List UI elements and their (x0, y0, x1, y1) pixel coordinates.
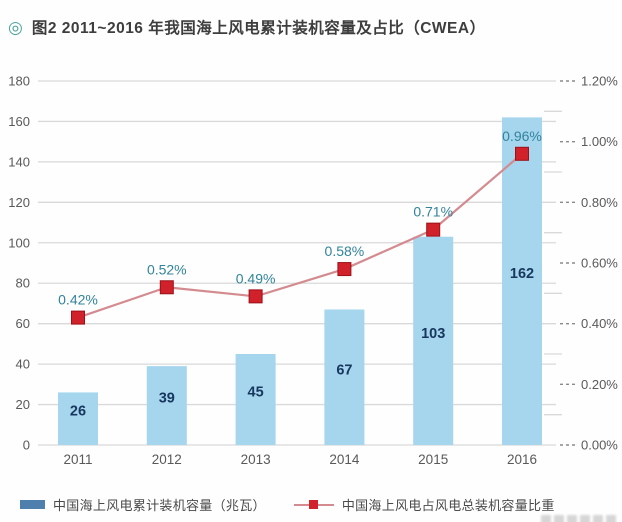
line-marker (515, 146, 529, 161)
watermark-glyph (567, 515, 577, 522)
right-axis-tick-label: 0.40% (581, 316, 618, 331)
watermark-glyph (541, 515, 551, 522)
bar-2016 (502, 117, 542, 446)
chart-legend: 中国海上风电累计装机容量（兆瓦） 中国海上风电占风电总装机容量比重 (0, 495, 622, 514)
line-marker-swatch-icon (293, 499, 334, 510)
line-marker (248, 289, 263, 304)
circle-bullet-icon: ◎ (8, 17, 23, 37)
left-axis-tick-label: 0 (23, 438, 30, 453)
bar-2013 (235, 354, 276, 445)
line-marker (426, 222, 441, 237)
left-axis-tick-label: 80 (16, 276, 30, 291)
line-value-label: 0.71% (413, 204, 453, 220)
watermark-fragments (541, 515, 616, 522)
bar-value-label: 39 (159, 391, 175, 407)
left-axis-tick-label: 100 (8, 235, 30, 250)
left-axis-tick-label: 160 (8, 114, 30, 129)
x-axis-year-label: 2014 (329, 452, 360, 467)
x-axis-year-label: 2012 (152, 452, 182, 467)
right-axis-tick-label: 1.20% (581, 74, 618, 89)
figure-title: 图2 2011~2016 年我国海上风电累计装机容量及占比（CWEA） (31, 20, 486, 37)
x-axis-year-label: 2011 (63, 452, 92, 467)
legend-capacity-label: 中国海上风电累计装机容量（兆瓦） (53, 498, 266, 513)
line-marker (337, 262, 352, 277)
trend-line (77, 152, 523, 319)
line-value-label: 0.42% (58, 292, 98, 308)
figure-title-row: ◎ 图2 2011~2016 年我国海上风电累计装机容量及占比（CWEA） (8, 16, 486, 38)
watermark-glyph (606, 515, 616, 522)
combo-chart: 0 20 40 60 80 100 120 140 160 180 0.00% 0.20% 0.40% 0… (8, 74, 618, 468)
left-axis-tick-label: 40 (16, 357, 30, 372)
bar-value-label: 67 (336, 362, 352, 378)
legend-share-label: 中国海上风电占风电总装机容量比重 (341, 498, 555, 513)
watermark-glyph (580, 515, 590, 522)
bar-2015 (413, 236, 454, 445)
left-axis-tick-label: 60 (16, 316, 30, 331)
x-axis-year-label: 2013 (241, 452, 271, 467)
bar-value-label: 26 (70, 404, 86, 420)
x-axis-year-label: 2016 (507, 452, 537, 467)
watermark-glyph (554, 515, 564, 522)
bar-value-label: 103 (421, 326, 445, 342)
line-value-label: 0.96% (502, 128, 542, 144)
x-axis-year-label: 2015 (418, 452, 448, 467)
line-marker (71, 310, 85, 325)
right-axis-tick-label: 0.00% (581, 438, 618, 453)
line-marker (159, 280, 174, 295)
right-axis-tick-label: 0.20% (581, 377, 618, 392)
line-value-label: 0.58% (325, 243, 365, 259)
left-axis-tick-label: 180 (8, 74, 30, 89)
right-axis-tick-label: 0.80% (581, 195, 618, 210)
right-axis-tick-label: 1.00% (581, 134, 618, 149)
left-axis-tick-label: 140 (8, 154, 30, 169)
left-axis-tick-label: 120 (8, 195, 30, 210)
watermark-glyph (593, 515, 603, 522)
bar-2014 (324, 309, 365, 445)
bar-value-label: 162 (510, 266, 534, 282)
bar-swatch-icon (20, 500, 45, 509)
left-axis-tick-label: 20 (16, 397, 30, 412)
legend-marker-shape (308, 500, 318, 509)
line-value-label: 0.52% (147, 261, 187, 277)
legend-item-capacity: 中国海上风电累计装机容量（兆瓦） (20, 495, 266, 514)
bar-value-label: 45 (248, 385, 264, 401)
line-value-label: 0.49% (236, 270, 276, 286)
legend-item-share: 中国海上风电占风电总装机容量比重 (293, 495, 555, 514)
right-axis-tick-label: 0.60% (581, 256, 618, 271)
bar-2011 (58, 392, 98, 445)
bar-2012 (146, 366, 187, 445)
